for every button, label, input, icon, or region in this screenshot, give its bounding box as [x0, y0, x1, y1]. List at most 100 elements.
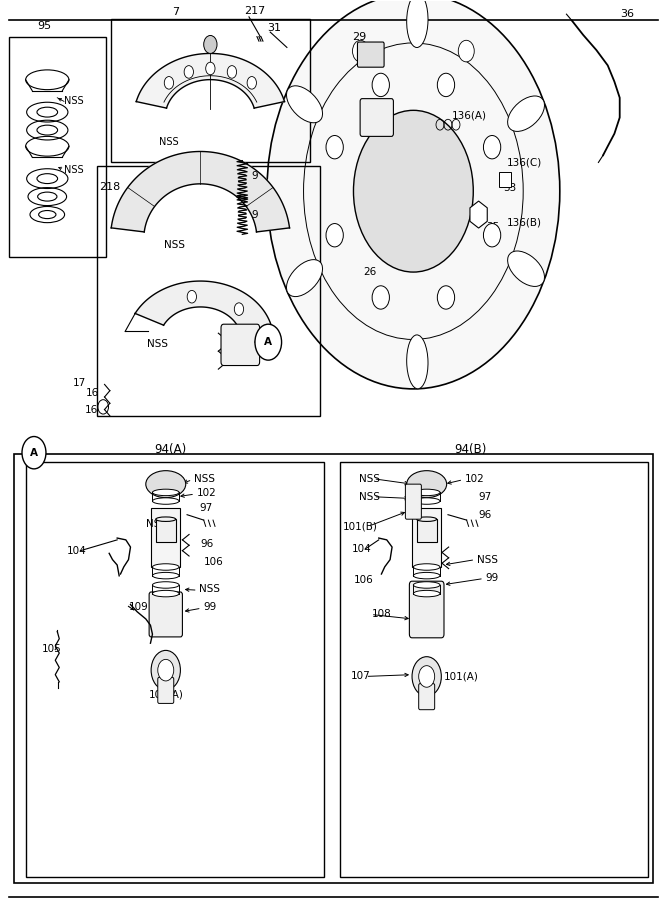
FancyBboxPatch shape — [149, 592, 182, 637]
Ellipse shape — [407, 0, 428, 48]
Text: 96: 96 — [200, 539, 213, 549]
Text: 94(B): 94(B) — [454, 444, 486, 456]
Text: 136(C): 136(C) — [506, 158, 542, 167]
Text: 97: 97 — [199, 503, 212, 513]
Bar — [9, 37, 106, 256]
Ellipse shape — [153, 498, 179, 504]
Circle shape — [151, 651, 180, 690]
FancyBboxPatch shape — [406, 484, 422, 519]
Ellipse shape — [153, 490, 179, 496]
Circle shape — [419, 666, 435, 688]
FancyBboxPatch shape — [360, 99, 394, 137]
Text: NSS: NSS — [199, 584, 220, 594]
Circle shape — [164, 76, 173, 89]
Text: 96: 96 — [479, 509, 492, 519]
FancyBboxPatch shape — [221, 324, 259, 365]
Ellipse shape — [414, 490, 440, 496]
Ellipse shape — [407, 471, 447, 498]
Text: NSS: NSS — [477, 554, 498, 564]
Text: NSS: NSS — [193, 473, 215, 484]
Ellipse shape — [508, 251, 544, 286]
Circle shape — [326, 223, 344, 247]
Text: 7: 7 — [173, 7, 179, 17]
Ellipse shape — [407, 335, 428, 389]
Ellipse shape — [153, 563, 179, 571]
Text: 101(B): 101(B) — [343, 521, 378, 531]
Text: 33: 33 — [503, 183, 516, 193]
Text: 35: 35 — [487, 222, 500, 232]
Text: 16: 16 — [86, 389, 99, 399]
Text: NSS: NSS — [359, 491, 380, 501]
Text: 217: 217 — [243, 6, 265, 16]
Polygon shape — [111, 151, 289, 232]
Text: 106: 106 — [203, 557, 223, 567]
Circle shape — [227, 66, 237, 78]
Text: 9: 9 — [251, 210, 258, 220]
Text: 94(A): 94(A) — [154, 444, 187, 456]
Circle shape — [352, 40, 368, 62]
Text: A: A — [264, 338, 272, 347]
Bar — [97, 166, 320, 416]
Polygon shape — [136, 53, 285, 108]
Text: 36: 36 — [620, 9, 634, 19]
Text: A: A — [30, 447, 38, 458]
Ellipse shape — [156, 517, 175, 521]
Circle shape — [372, 73, 390, 96]
Circle shape — [187, 291, 197, 303]
Bar — [14, 454, 653, 883]
Text: NSS: NSS — [359, 473, 380, 484]
Text: 101(A): 101(A) — [444, 671, 479, 681]
Ellipse shape — [153, 581, 179, 589]
Circle shape — [458, 40, 474, 62]
Circle shape — [326, 136, 344, 159]
Text: 101(A): 101(A) — [149, 689, 183, 699]
Ellipse shape — [417, 517, 437, 521]
Ellipse shape — [146, 471, 185, 498]
Ellipse shape — [153, 590, 179, 597]
Circle shape — [354, 111, 474, 272]
Circle shape — [438, 286, 455, 309]
Circle shape — [234, 302, 243, 315]
Text: 97: 97 — [479, 491, 492, 501]
Text: NSS: NSS — [159, 137, 179, 147]
Text: 218: 218 — [99, 182, 121, 192]
Text: NSS: NSS — [164, 240, 185, 250]
Bar — [417, 519, 437, 542]
Circle shape — [205, 62, 215, 75]
Text: 136(B): 136(B) — [506, 218, 542, 228]
Circle shape — [438, 73, 455, 96]
Text: 107: 107 — [351, 671, 371, 681]
Text: NSS: NSS — [146, 518, 167, 528]
Circle shape — [484, 223, 501, 247]
Text: 108: 108 — [372, 608, 392, 618]
Ellipse shape — [414, 572, 440, 579]
Text: 136(A): 136(A) — [452, 111, 487, 121]
Bar — [26, 462, 324, 877]
Text: NSS: NSS — [147, 339, 168, 349]
Circle shape — [412, 657, 442, 697]
Text: 102: 102 — [197, 488, 217, 498]
Circle shape — [184, 66, 193, 78]
Ellipse shape — [414, 498, 440, 504]
Ellipse shape — [414, 590, 440, 597]
Circle shape — [247, 76, 256, 89]
Bar — [340, 462, 648, 877]
Text: 31: 31 — [267, 22, 281, 32]
Text: 99: 99 — [486, 572, 498, 582]
Bar — [156, 519, 175, 542]
Circle shape — [372, 286, 390, 309]
Bar — [412, 508, 442, 567]
Text: 102: 102 — [466, 473, 485, 484]
Ellipse shape — [287, 86, 323, 122]
Text: 16: 16 — [85, 405, 98, 415]
Circle shape — [484, 136, 501, 159]
FancyBboxPatch shape — [498, 172, 510, 186]
FancyBboxPatch shape — [358, 42, 384, 68]
Text: 106: 106 — [354, 575, 374, 585]
Text: 29: 29 — [352, 32, 366, 41]
Text: 99: 99 — [203, 602, 217, 612]
Circle shape — [22, 436, 46, 469]
Text: NSS: NSS — [64, 96, 83, 106]
Bar — [111, 19, 310, 162]
Text: 26: 26 — [364, 267, 377, 277]
